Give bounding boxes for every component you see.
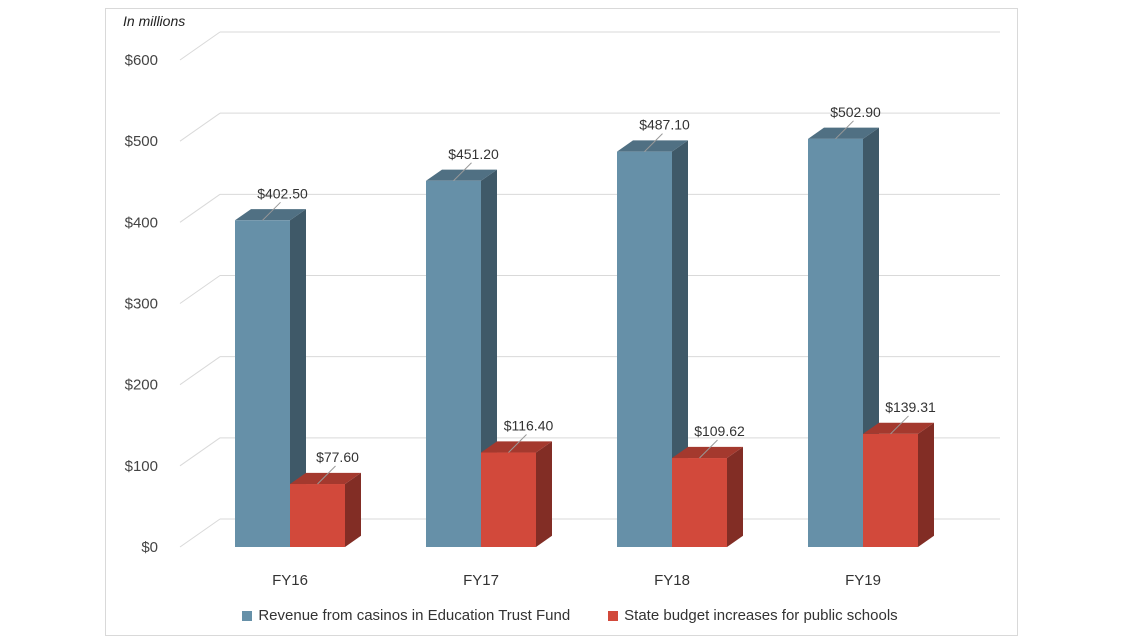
legend: Revenue from casinos in Education Trust … xyxy=(0,607,1140,624)
data-label-leader xyxy=(262,201,281,221)
y-tick-label: $600 xyxy=(125,52,158,69)
bar-top-1 xyxy=(672,446,743,459)
bar-top-0 xyxy=(235,209,306,221)
data-label-leader xyxy=(699,439,718,459)
bar-1 xyxy=(863,433,918,547)
gridline-diagonal xyxy=(179,356,221,386)
y-tick-label: $400 xyxy=(125,214,158,231)
data-label: $502.90 xyxy=(830,104,881,120)
data-label: $139.31 xyxy=(885,399,936,415)
gridline-diagonal xyxy=(179,518,221,548)
bar-0 xyxy=(617,151,672,548)
bar-side-1 xyxy=(918,422,934,547)
legend-label: State budget increases for public school… xyxy=(624,607,898,624)
bar-1 xyxy=(290,484,345,547)
legend-item: State budget increases for public school… xyxy=(608,607,898,624)
bar-top-1 xyxy=(863,422,934,434)
y-tick-label: $200 xyxy=(125,377,158,394)
x-tick-label: FY18 xyxy=(654,572,690,589)
gridline-diagonal xyxy=(179,437,221,467)
bar-1 xyxy=(672,458,727,547)
data-label: $116.40 xyxy=(504,418,554,434)
legend-swatch xyxy=(242,610,253,621)
data-label-leader xyxy=(317,465,336,485)
bar-top-1 xyxy=(290,472,361,485)
bar-top-0 xyxy=(808,127,879,139)
data-label: $402.50 xyxy=(257,185,308,201)
gridline-diagonal xyxy=(179,112,221,142)
data-label-leader xyxy=(890,415,909,435)
gridline-diagonal xyxy=(179,275,221,304)
gridline-diagonal xyxy=(179,193,221,223)
data-label: $109.62 xyxy=(694,423,745,439)
bar-1 xyxy=(481,452,536,547)
bar-top-1 xyxy=(481,441,552,453)
bar-side-0 xyxy=(290,209,306,547)
data-label: $77.60 xyxy=(316,449,359,465)
bar-side-0 xyxy=(672,140,688,547)
bar-0 xyxy=(426,180,481,547)
data-label-leader xyxy=(835,120,854,140)
bar-side-1 xyxy=(536,441,552,547)
legend-swatch xyxy=(608,610,619,621)
bar-top-0 xyxy=(426,169,497,181)
y-tick-label: $100 xyxy=(125,458,158,475)
data-label-leader xyxy=(508,434,527,453)
x-tick-label: FY19 xyxy=(845,572,881,589)
x-tick-label: FY16 xyxy=(272,572,308,589)
legend-label: Revenue from casinos in Education Trust … xyxy=(258,607,571,624)
bar-0 xyxy=(808,138,863,547)
data-label: $451.20 xyxy=(448,146,499,162)
gridline-diagonal xyxy=(179,31,221,61)
bar-side-1 xyxy=(345,472,361,547)
y-tick-label: $0 xyxy=(141,539,158,556)
bar-top-0 xyxy=(617,140,688,152)
bar-side-1 xyxy=(727,446,743,547)
legend-item: Revenue from casinos in Education Trust … xyxy=(242,607,570,624)
bar-0 xyxy=(235,220,290,547)
y-tick-label: $500 xyxy=(125,133,158,150)
y-tick-label: $300 xyxy=(125,296,158,313)
data-label-leader xyxy=(453,162,472,182)
data-label: $487.10 xyxy=(639,117,690,133)
data-label-leader xyxy=(644,133,663,152)
x-tick-label: FY17 xyxy=(463,572,499,589)
unit-label: In millions xyxy=(123,13,186,29)
